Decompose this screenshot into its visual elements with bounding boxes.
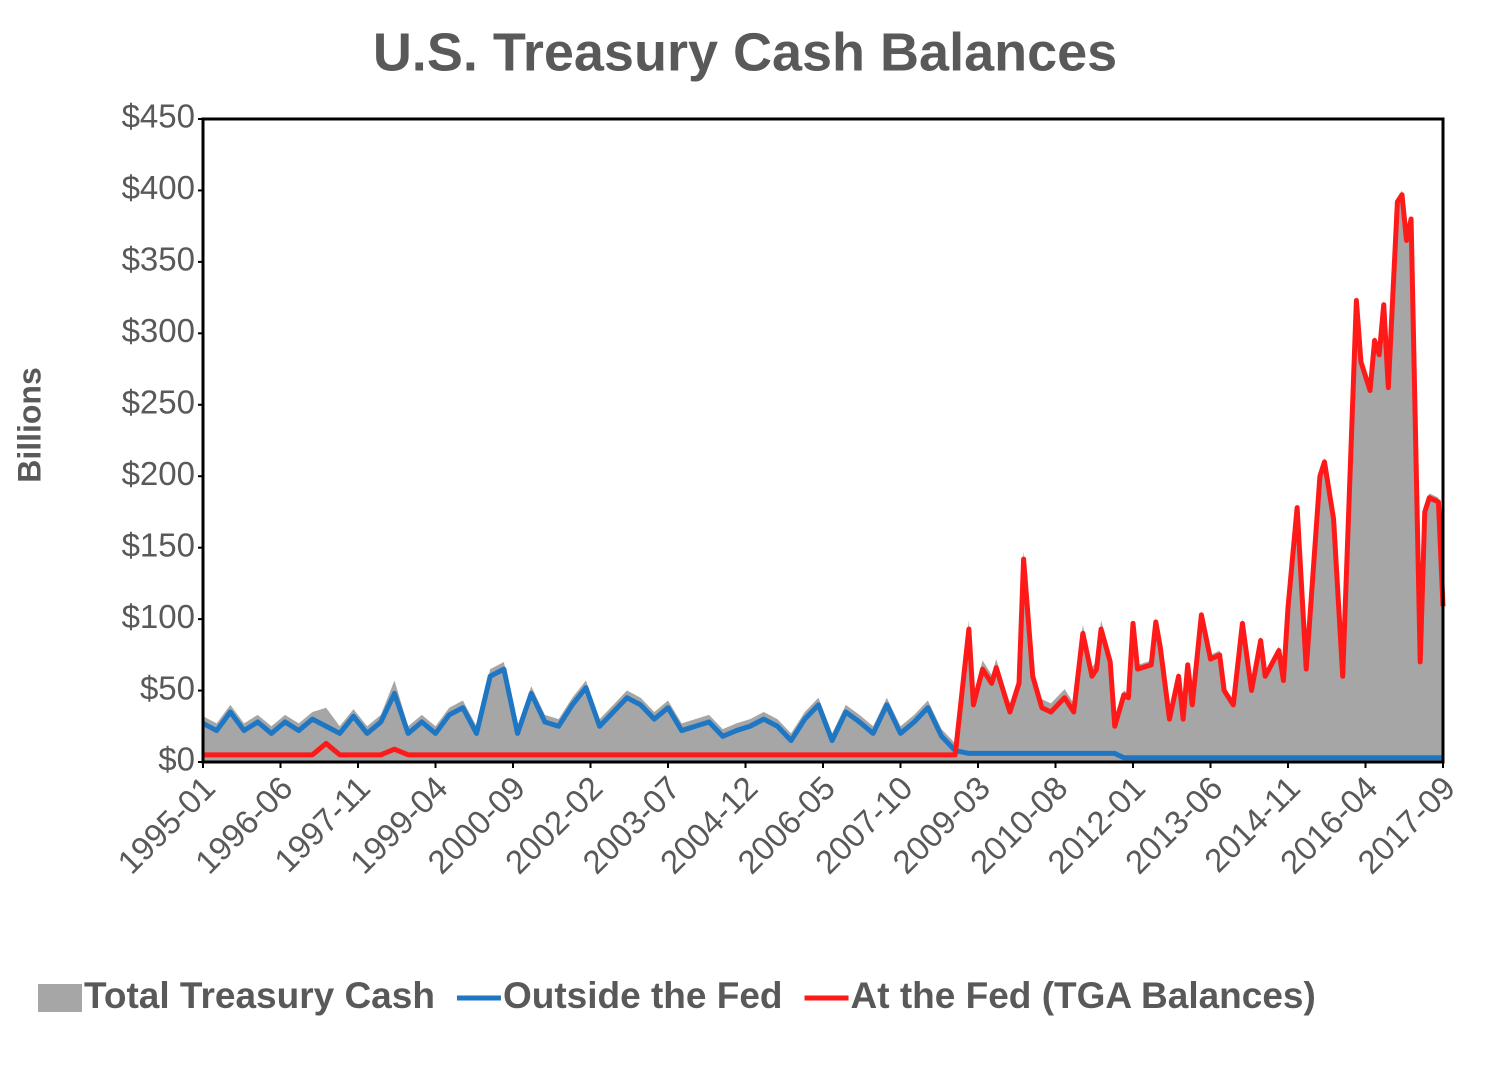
y-tick-label: $150 [122, 526, 195, 563]
y-tick-label: $350 [122, 241, 195, 278]
y-tick-label: $50 [140, 669, 195, 706]
y-tick-label: $200 [122, 455, 195, 492]
chart-title: U.S. Treasury Cash Balances [373, 22, 1117, 82]
legend-label: Total Treasury Cash [84, 975, 435, 1016]
y-axis-label: Billions [11, 367, 47, 483]
y-tick-label: $0 [158, 741, 195, 778]
legend-label: At the Fed (TGA Balances) [851, 975, 1316, 1016]
y-tick-label: $450 [122, 98, 195, 135]
area [203, 190, 1443, 762]
y-tick-label: $100 [122, 598, 195, 635]
legend-label: Outside the Fed [503, 975, 783, 1016]
y-tick-label: $400 [122, 169, 195, 206]
legend-swatch [38, 984, 82, 1012]
line [203, 192, 1446, 758]
line [201, 666, 1443, 761]
plot-frame [201, 117, 1445, 764]
y-tick-label: $250 [122, 383, 195, 420]
y-tick-label: $300 [122, 312, 195, 349]
